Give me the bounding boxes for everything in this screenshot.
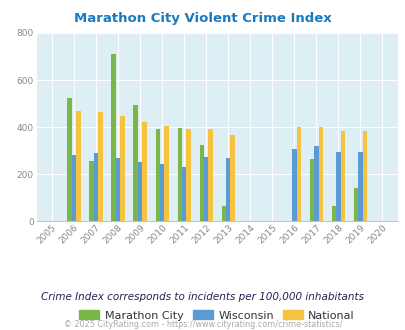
Bar bbox=[203, 157, 208, 221]
Bar bbox=[318, 127, 322, 221]
Text: Crime Index corresponds to incidents per 100,000 inhabitants: Crime Index corresponds to incidents per… bbox=[41, 292, 364, 302]
Bar bbox=[226, 158, 230, 221]
Bar bbox=[353, 188, 357, 221]
Bar bbox=[164, 126, 168, 221]
Bar bbox=[133, 105, 138, 221]
Bar bbox=[296, 127, 300, 221]
Bar bbox=[160, 164, 164, 221]
Legend: Marathon City, Wisconsin, National: Marathon City, Wisconsin, National bbox=[75, 306, 358, 325]
Bar bbox=[208, 129, 212, 221]
Bar bbox=[335, 152, 340, 221]
Text: © 2025 CityRating.com - https://www.cityrating.com/crime-statistics/: © 2025 CityRating.com - https://www.city… bbox=[64, 320, 341, 329]
Bar bbox=[199, 145, 203, 221]
Bar bbox=[230, 135, 234, 221]
Bar bbox=[111, 54, 115, 221]
Bar bbox=[292, 149, 296, 221]
Bar bbox=[67, 98, 72, 221]
Bar bbox=[138, 162, 142, 221]
Bar bbox=[155, 129, 160, 221]
Bar bbox=[115, 158, 120, 221]
Bar bbox=[142, 122, 146, 221]
Bar bbox=[181, 167, 186, 221]
Bar bbox=[120, 116, 124, 221]
Text: Marathon City Violent Crime Index: Marathon City Violent Crime Index bbox=[74, 12, 331, 24]
Bar bbox=[98, 112, 102, 221]
Bar bbox=[94, 153, 98, 221]
Bar bbox=[309, 159, 313, 221]
Bar bbox=[72, 154, 76, 221]
Bar bbox=[221, 206, 226, 221]
Bar bbox=[331, 206, 335, 221]
Bar bbox=[362, 131, 366, 221]
Bar bbox=[357, 152, 362, 221]
Bar bbox=[313, 146, 318, 221]
Bar bbox=[340, 131, 344, 221]
Bar bbox=[177, 128, 181, 221]
Bar bbox=[76, 111, 81, 221]
Bar bbox=[186, 129, 190, 221]
Bar bbox=[89, 161, 94, 221]
